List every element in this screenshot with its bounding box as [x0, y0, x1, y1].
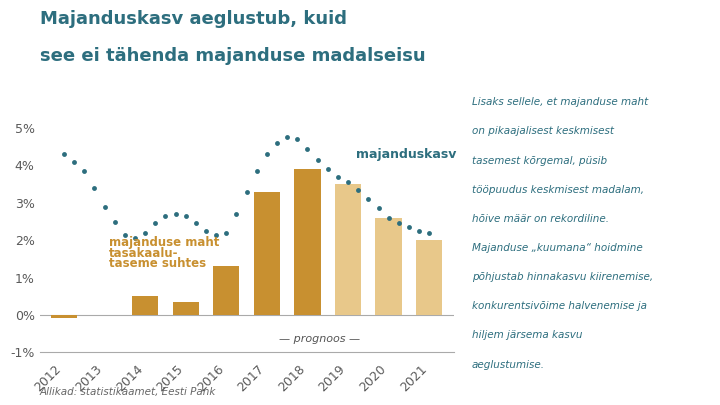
- Text: tasemest kõrgemal, püsib: tasemest kõrgemal, püsib: [472, 156, 607, 166]
- Text: Majanduskasv aeglustub, kuid: Majanduskasv aeglustub, kuid: [40, 10, 346, 28]
- Bar: [294, 169, 320, 315]
- Text: konkurentsivõime halvenemise ja: konkurentsivõime halvenemise ja: [472, 301, 647, 311]
- Bar: [335, 184, 361, 315]
- Bar: [173, 302, 199, 315]
- Text: aeglustumise.: aeglustumise.: [472, 360, 544, 370]
- Bar: [51, 315, 77, 318]
- Text: Majanduse „kuumana“ hoidmine: Majanduse „kuumana“ hoidmine: [472, 243, 642, 253]
- Text: majanduskasv: majanduskasv: [356, 148, 456, 161]
- Text: majanduse maht: majanduse maht: [109, 237, 219, 249]
- Bar: [132, 296, 158, 315]
- Bar: [253, 192, 280, 315]
- Text: Allikad: statistikaamet, Eesti Pank: Allikad: statistikaamet, Eesti Pank: [40, 387, 216, 397]
- Bar: [375, 218, 402, 315]
- Text: on pikaajalisest keskmisest: on pikaajalisest keskmisest: [472, 126, 613, 136]
- Text: — prognoos —: — prognoos —: [279, 334, 360, 344]
- Bar: [213, 266, 240, 315]
- Text: tööpuudus keskmisest madalam,: tööpuudus keskmisest madalam,: [472, 185, 644, 195]
- Text: hiljem järsema kasvu: hiljem järsema kasvu: [472, 330, 582, 341]
- Text: hõive määr on rekordiline.: hõive määr on rekordiline.: [472, 214, 608, 224]
- Text: taseme suhtes: taseme suhtes: [109, 258, 206, 271]
- Text: tasakaalu-: tasakaalu-: [109, 247, 178, 260]
- Bar: [416, 240, 442, 315]
- Text: Lisaks sellele, et majanduse maht: Lisaks sellele, et majanduse maht: [472, 97, 648, 107]
- Text: see ei tähenda majanduse madalseisu: see ei tähenda majanduse madalseisu: [40, 47, 426, 64]
- Text: põhjustab hinnakasvu kiirenemise,: põhjustab hinnakasvu kiirenemise,: [472, 272, 653, 282]
